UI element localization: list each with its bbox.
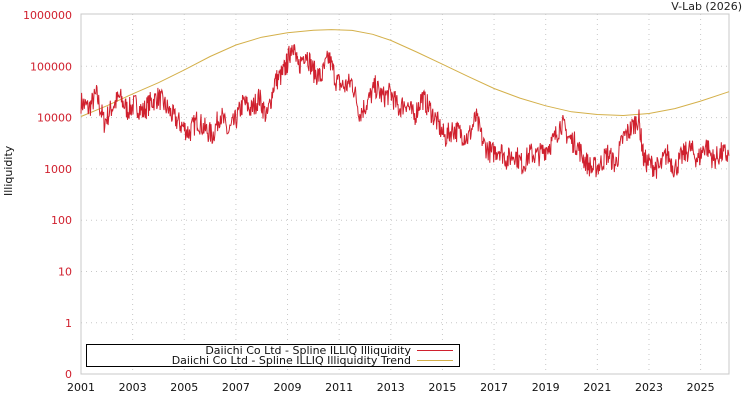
svg-text:100000: 100000 bbox=[30, 60, 72, 73]
legend-label-trend: Daiichi Co Ltd - Spline ILLIQ Illiquidit… bbox=[171, 354, 411, 367]
legend-item-illiquidity: Daiichi Co Ltd - Spline ILLIQ Illiquidit… bbox=[205, 344, 453, 357]
svg-text:2025: 2025 bbox=[687, 381, 715, 394]
trend-series-line bbox=[80, 29, 730, 117]
chart-credit: V-Lab (2026) bbox=[671, 0, 742, 13]
legend-item-trend: Daiichi Co Ltd - Spline ILLIQ Illiquidit… bbox=[171, 354, 453, 367]
svg-text:2019: 2019 bbox=[532, 381, 560, 394]
svg-text:2021: 2021 bbox=[583, 381, 611, 394]
svg-text:10: 10 bbox=[58, 266, 72, 279]
svg-text:100: 100 bbox=[51, 214, 72, 227]
legend-label-illiquidity: Daiichi Co Ltd - Spline ILLIQ Illiquidit… bbox=[205, 344, 411, 357]
illiquidity-series-line bbox=[80, 44, 730, 179]
svg-text:0: 0 bbox=[65, 368, 72, 381]
legend-swatch-yellow-line-icon bbox=[417, 360, 453, 361]
svg-text:2023: 2023 bbox=[635, 381, 663, 394]
svg-text:1000000: 1000000 bbox=[23, 9, 72, 22]
svg-text:1: 1 bbox=[65, 317, 72, 330]
svg-text:2003: 2003 bbox=[119, 381, 147, 394]
svg-text:2017: 2017 bbox=[480, 381, 508, 394]
svg-text:2009: 2009 bbox=[274, 381, 302, 394]
svg-text:2001: 2001 bbox=[67, 381, 95, 394]
x-axis-ticks: 2001 2003 2005 2007 2009 2011 2013 2015 2017 2019… bbox=[67, 381, 715, 394]
svg-text:2005: 2005 bbox=[170, 381, 198, 394]
svg-text:2007: 2007 bbox=[222, 381, 250, 394]
svg-text:2013: 2013 bbox=[377, 381, 405, 394]
plot-border bbox=[80, 13, 730, 375]
chart-legend: Daiichi Co Ltd - Spline ILLIQ Illiquidit… bbox=[86, 344, 460, 367]
svg-text:2011: 2011 bbox=[325, 381, 353, 394]
svg-text:10000: 10000 bbox=[37, 112, 72, 125]
svg-text:1000: 1000 bbox=[44, 163, 72, 176]
legend-swatch-red-line-icon bbox=[417, 350, 453, 351]
svg-text:2015: 2015 bbox=[428, 381, 456, 394]
grid-lines bbox=[81, 14, 729, 374]
